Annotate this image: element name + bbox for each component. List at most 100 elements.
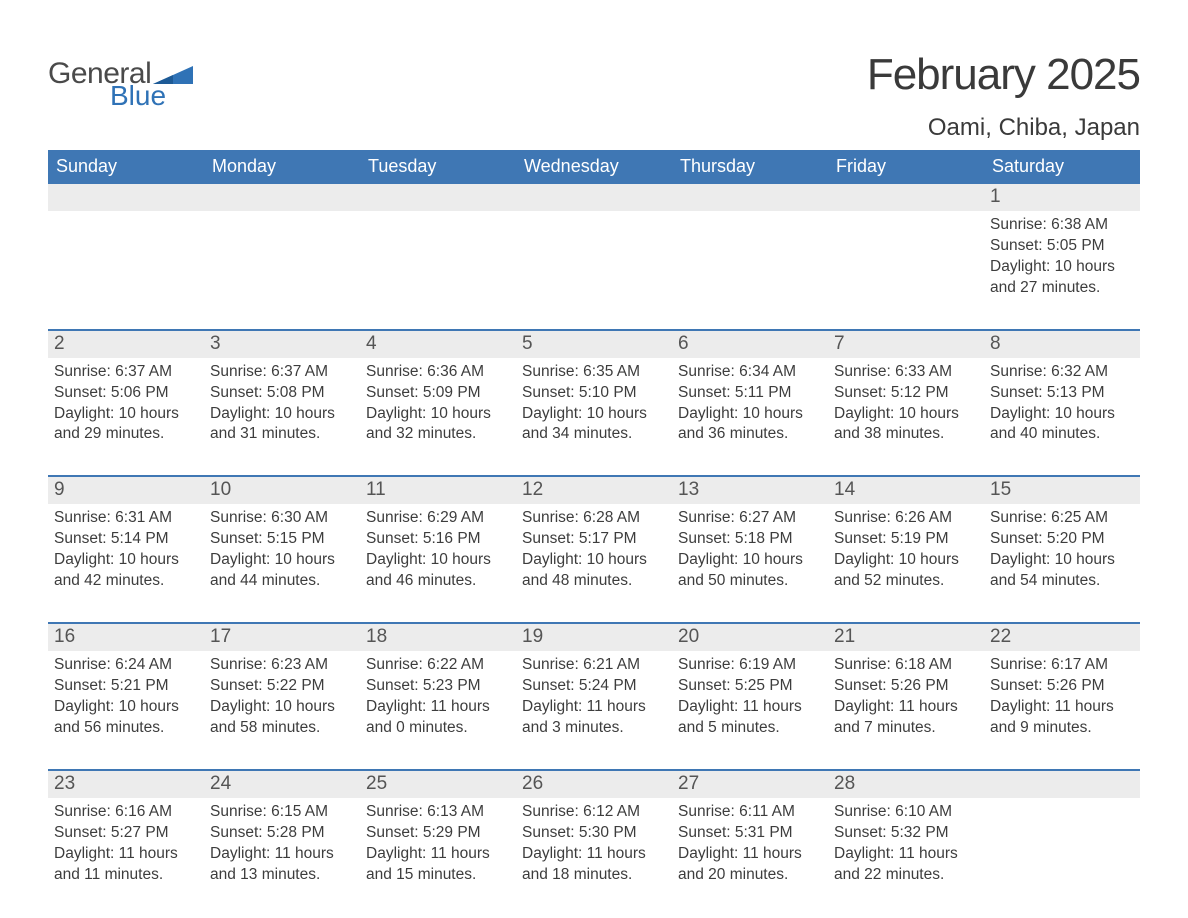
dow-tuesday: Tuesday: [360, 150, 516, 184]
body-row: Sunrise: 6:16 AMSunset: 5:27 PMDaylight:…: [48, 798, 1140, 916]
day-cell: [984, 798, 1140, 916]
sunset-line: Sunset: 5:28 PM: [210, 823, 354, 844]
daylight-line-1: Daylight: 10 hours: [366, 404, 510, 425]
day-number: [516, 184, 672, 211]
day-number: 8: [984, 331, 1140, 358]
day-cell: Sunrise: 6:27 AMSunset: 5:18 PMDaylight:…: [672, 504, 828, 622]
sunset-line: Sunset: 5:10 PM: [522, 383, 666, 404]
sunrise-line: Sunrise: 6:24 AM: [54, 655, 198, 676]
body-row: Sunrise: 6:37 AMSunset: 5:06 PMDaylight:…: [48, 358, 1140, 476]
day-number: 21: [828, 624, 984, 651]
daylight-line-1: Daylight: 11 hours: [366, 697, 510, 718]
daylight-line-1: Daylight: 10 hours: [990, 550, 1134, 571]
day-cell: Sunrise: 6:18 AMSunset: 5:26 PMDaylight:…: [828, 651, 984, 769]
daylight-line-1: Daylight: 11 hours: [990, 697, 1134, 718]
daylight-line-1: Daylight: 10 hours: [834, 404, 978, 425]
sunrise-line: Sunrise: 6:23 AM: [210, 655, 354, 676]
day-number: 10: [204, 477, 360, 504]
day-cell: Sunrise: 6:36 AMSunset: 5:09 PMDaylight:…: [360, 358, 516, 476]
sunset-line: Sunset: 5:05 PM: [990, 236, 1134, 257]
sunrise-line: Sunrise: 6:36 AM: [366, 362, 510, 383]
day-cell: Sunrise: 6:29 AMSunset: 5:16 PMDaylight:…: [360, 504, 516, 622]
daylight-line-2: and 32 minutes.: [366, 424, 510, 445]
daylight-line-1: Daylight: 10 hours: [678, 550, 822, 571]
day-cell: Sunrise: 6:37 AMSunset: 5:08 PMDaylight:…: [204, 358, 360, 476]
sunset-line: Sunset: 5:09 PM: [366, 383, 510, 404]
day-cell: Sunrise: 6:33 AMSunset: 5:12 PMDaylight:…: [828, 358, 984, 476]
body-row: Sunrise: 6:31 AMSunset: 5:14 PMDaylight:…: [48, 504, 1140, 622]
day-cell: Sunrise: 6:19 AMSunset: 5:25 PMDaylight:…: [672, 651, 828, 769]
week-row: 1Sunrise: 6:38 AMSunset: 5:05 PMDaylight…: [48, 184, 1140, 329]
sunrise-line: Sunrise: 6:13 AM: [366, 802, 510, 823]
day-cell: Sunrise: 6:10 AMSunset: 5:32 PMDaylight:…: [828, 798, 984, 916]
day-cell: Sunrise: 6:23 AMSunset: 5:22 PMDaylight:…: [204, 651, 360, 769]
day-number: 19: [516, 624, 672, 651]
sunset-line: Sunset: 5:22 PM: [210, 676, 354, 697]
daylight-line-1: Daylight: 11 hours: [522, 697, 666, 718]
calendar: SundayMondayTuesdayWednesdayThursdayFrid…: [48, 150, 1140, 915]
daylight-line-2: and 56 minutes.: [54, 718, 198, 739]
daylight-line-2: and 7 minutes.: [834, 718, 978, 739]
day-number: 2: [48, 331, 204, 358]
day-cell: Sunrise: 6:31 AMSunset: 5:14 PMDaylight:…: [48, 504, 204, 622]
sunset-line: Sunset: 5:17 PM: [522, 529, 666, 550]
daylight-line-2: and 22 minutes.: [834, 865, 978, 886]
day-number: 23: [48, 771, 204, 798]
daylight-line-1: Daylight: 11 hours: [834, 697, 978, 718]
sunrise-line: Sunrise: 6:38 AM: [990, 215, 1134, 236]
day-cell: Sunrise: 6:15 AMSunset: 5:28 PMDaylight:…: [204, 798, 360, 916]
day-cell: Sunrise: 6:28 AMSunset: 5:17 PMDaylight:…: [516, 504, 672, 622]
sunrise-line: Sunrise: 6:31 AM: [54, 508, 198, 529]
daylight-line-2: and 31 minutes.: [210, 424, 354, 445]
day-number: 17: [204, 624, 360, 651]
sunset-line: Sunset: 5:15 PM: [210, 529, 354, 550]
day-number: 24: [204, 771, 360, 798]
daylight-line-2: and 46 minutes.: [366, 571, 510, 592]
sunrise-line: Sunrise: 6:10 AM: [834, 802, 978, 823]
sunset-line: Sunset: 5:12 PM: [834, 383, 978, 404]
day-cell: Sunrise: 6:21 AMSunset: 5:24 PMDaylight:…: [516, 651, 672, 769]
weeks-container: 1Sunrise: 6:38 AMSunset: 5:05 PMDaylight…: [48, 184, 1140, 915]
day-cell: Sunrise: 6:32 AMSunset: 5:13 PMDaylight:…: [984, 358, 1140, 476]
sunset-line: Sunset: 5:18 PM: [678, 529, 822, 550]
daylight-line-2: and 54 minutes.: [990, 571, 1134, 592]
daylight-line-1: Daylight: 10 hours: [54, 550, 198, 571]
week-row: 2345678Sunrise: 6:37 AMSunset: 5:06 PMDa…: [48, 329, 1140, 476]
daylight-line-1: Daylight: 11 hours: [366, 844, 510, 865]
day-number: [672, 184, 828, 211]
daylight-line-2: and 0 minutes.: [366, 718, 510, 739]
day-number: 20: [672, 624, 828, 651]
daylight-line-1: Daylight: 11 hours: [54, 844, 198, 865]
day-number: [984, 771, 1140, 798]
sunset-line: Sunset: 5:26 PM: [990, 676, 1134, 697]
day-cell: Sunrise: 6:38 AMSunset: 5:05 PMDaylight:…: [984, 211, 1140, 329]
sunset-line: Sunset: 5:20 PM: [990, 529, 1134, 550]
day-number: 4: [360, 331, 516, 358]
sunset-line: Sunset: 5:11 PM: [678, 383, 822, 404]
sunset-line: Sunset: 5:26 PM: [834, 676, 978, 697]
sunset-line: Sunset: 5:19 PM: [834, 529, 978, 550]
day-number: 1: [984, 184, 1140, 211]
daylight-line-2: and 50 minutes.: [678, 571, 822, 592]
day-cell: [516, 211, 672, 329]
day-number: 15: [984, 477, 1140, 504]
sunset-line: Sunset: 5:08 PM: [210, 383, 354, 404]
week-row: 232425262728Sunrise: 6:16 AMSunset: 5:27…: [48, 769, 1140, 916]
daylight-line-2: and 9 minutes.: [990, 718, 1134, 739]
daylight-line-2: and 5 minutes.: [678, 718, 822, 739]
day-cell: Sunrise: 6:11 AMSunset: 5:31 PMDaylight:…: [672, 798, 828, 916]
dow-saturday: Saturday: [984, 150, 1140, 184]
daylight-line-2: and 36 minutes.: [678, 424, 822, 445]
daylight-line-2: and 40 minutes.: [990, 424, 1134, 445]
day-number: 6: [672, 331, 828, 358]
daylight-line-2: and 11 minutes.: [54, 865, 198, 886]
logo-word-blue: Blue: [110, 83, 193, 108]
daylight-line-2: and 38 minutes.: [834, 424, 978, 445]
day-cell: [204, 211, 360, 329]
sunrise-line: Sunrise: 6:35 AM: [522, 362, 666, 383]
sunrise-line: Sunrise: 6:16 AM: [54, 802, 198, 823]
sunset-line: Sunset: 5:14 PM: [54, 529, 198, 550]
sunrise-line: Sunrise: 6:26 AM: [834, 508, 978, 529]
daylight-line-1: Daylight: 10 hours: [366, 550, 510, 571]
daynum-row: 16171819202122: [48, 624, 1140, 651]
